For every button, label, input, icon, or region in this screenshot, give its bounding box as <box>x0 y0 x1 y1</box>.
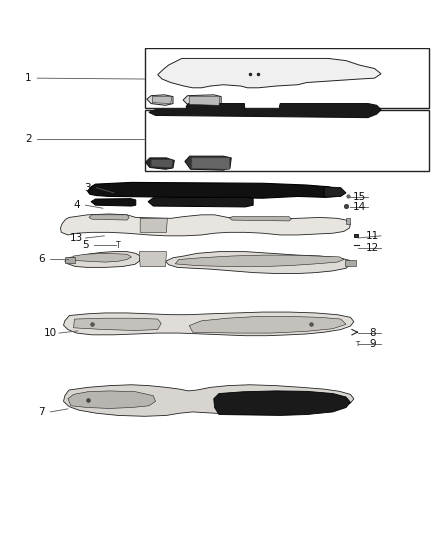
Polygon shape <box>145 158 174 169</box>
Polygon shape <box>140 219 167 232</box>
Text: T: T <box>355 341 359 346</box>
Text: 7: 7 <box>38 407 45 417</box>
Text: 4: 4 <box>73 200 80 210</box>
Polygon shape <box>88 182 341 198</box>
Text: 3: 3 <box>84 183 91 192</box>
Text: 6: 6 <box>38 254 45 264</box>
Text: 8: 8 <box>369 328 376 338</box>
Polygon shape <box>64 312 354 336</box>
Polygon shape <box>148 197 253 207</box>
Text: 2: 2 <box>25 134 32 144</box>
Polygon shape <box>230 216 291 221</box>
Polygon shape <box>192 158 230 169</box>
Polygon shape <box>65 252 140 268</box>
Polygon shape <box>158 59 381 88</box>
Text: 10: 10 <box>44 328 57 338</box>
Text: 15: 15 <box>353 192 366 203</box>
Polygon shape <box>60 214 350 236</box>
Polygon shape <box>139 252 166 266</box>
Polygon shape <box>189 96 220 106</box>
Polygon shape <box>324 187 346 197</box>
Text: 1: 1 <box>25 73 32 83</box>
Polygon shape <box>72 253 131 262</box>
Polygon shape <box>354 234 358 237</box>
Polygon shape <box>175 255 344 266</box>
Text: 11: 11 <box>366 231 379 241</box>
Text: 12: 12 <box>366 243 379 253</box>
Polygon shape <box>68 391 155 408</box>
Polygon shape <box>152 96 172 103</box>
Polygon shape <box>89 215 129 220</box>
Polygon shape <box>345 260 356 265</box>
Text: 13: 13 <box>70 233 83 243</box>
Polygon shape <box>149 103 381 118</box>
Text: 5: 5 <box>82 240 89 251</box>
Text: 14: 14 <box>353 203 366 212</box>
Polygon shape <box>64 385 354 416</box>
Polygon shape <box>189 317 346 333</box>
Polygon shape <box>65 257 75 263</box>
Polygon shape <box>214 391 350 415</box>
Polygon shape <box>147 95 173 106</box>
Polygon shape <box>346 219 350 223</box>
Text: 9: 9 <box>369 340 376 350</box>
Polygon shape <box>166 252 350 273</box>
Polygon shape <box>185 156 231 170</box>
Polygon shape <box>183 95 221 107</box>
Polygon shape <box>74 318 161 330</box>
Polygon shape <box>91 199 136 206</box>
Text: T: T <box>116 241 120 250</box>
Polygon shape <box>151 159 173 167</box>
